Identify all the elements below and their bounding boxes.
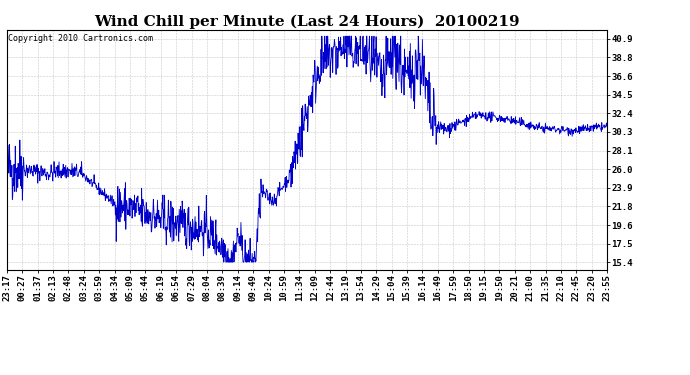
Text: Copyright 2010 Cartronics.com: Copyright 2010 Cartronics.com <box>8 34 153 43</box>
Title: Wind Chill per Minute (Last 24 Hours)  20100219: Wind Chill per Minute (Last 24 Hours) 20… <box>95 15 520 29</box>
